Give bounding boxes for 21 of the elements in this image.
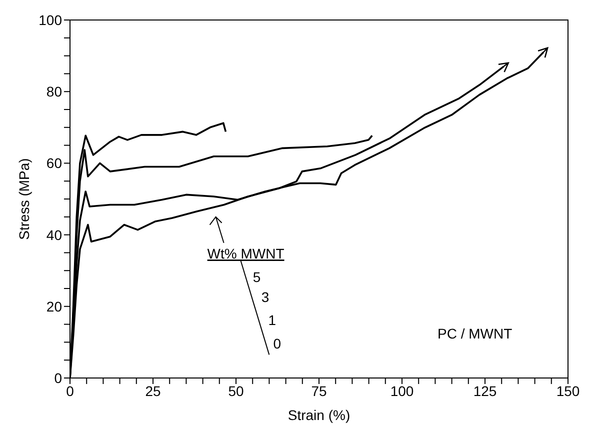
y-tick-label: 20 xyxy=(46,298,62,314)
y-axis-title: Stress (MPa) xyxy=(16,158,32,240)
x-tick-label: 100 xyxy=(390,382,414,399)
x-tick-label: 50 xyxy=(228,382,244,399)
y-tick-label: 60 xyxy=(46,155,62,172)
annotation: Wt% MWNT xyxy=(207,246,285,262)
x-tick-label: 150 xyxy=(556,382,580,399)
annotation: 3 xyxy=(261,288,270,305)
x-tick-label: 25 xyxy=(145,382,161,399)
x-tick-label: 125 xyxy=(473,382,497,399)
annotation: 5 xyxy=(252,268,261,285)
y-tick-label: 40 xyxy=(46,226,62,243)
y-tick-label: 100 xyxy=(38,12,62,28)
annotation: 1 xyxy=(268,312,276,328)
y-tick-label: 80 xyxy=(46,84,62,100)
annotation: PC / MWNT xyxy=(438,325,513,342)
y-tick-label: 0 xyxy=(54,370,62,386)
annotation: 0 xyxy=(273,335,282,352)
x-tick-label: 0 xyxy=(66,382,74,399)
x-axis-title: Strain (%) xyxy=(288,407,350,423)
x-tick-label: 75 xyxy=(311,382,327,399)
